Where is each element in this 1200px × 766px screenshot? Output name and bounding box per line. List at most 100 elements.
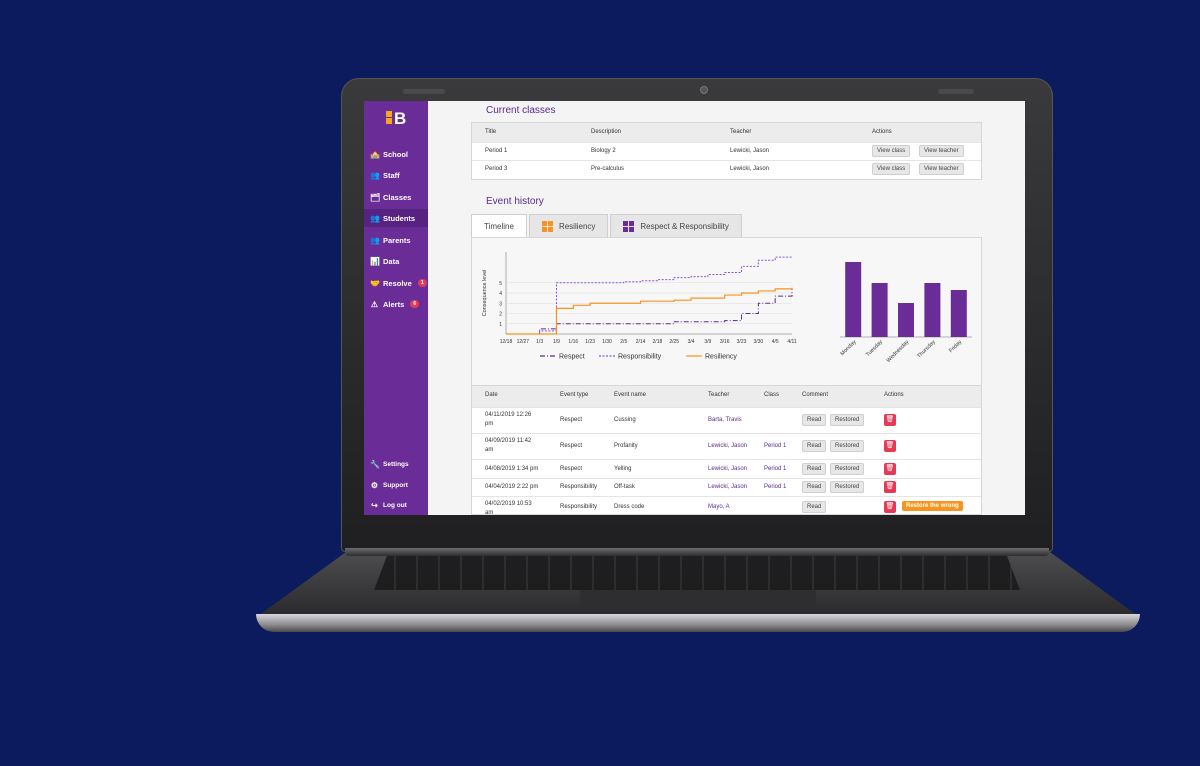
- sidebar-item-school[interactable]: 🏫 School: [364, 145, 428, 163]
- y-axis-label: Consequence level: [482, 270, 488, 317]
- keyboard: [374, 556, 1020, 590]
- col-description: Description: [591, 129, 622, 135]
- cell-name: Dress code: [614, 504, 645, 510]
- restore-button[interactable]: Restore the wrong: [902, 501, 963, 511]
- trackpad: [580, 590, 816, 610]
- cell-class[interactable]: Period 1: [764, 466, 787, 472]
- cell-teacher[interactable]: Barta, Travis: [708, 417, 742, 423]
- cell-date: 04/11/2019 12:26: [485, 412, 532, 418]
- legend-label: Responsibility: [618, 354, 662, 361]
- series-line-respect: [506, 287, 793, 335]
- sidebar-item-log-out[interactable]: ↪ Log out: [364, 496, 428, 514]
- x-tick-label: Friday: [948, 339, 963, 354]
- view-class-button[interactable]: View class: [872, 163, 911, 175]
- series-line-responsibility: [506, 256, 792, 335]
- bar-thursday: [924, 283, 941, 337]
- y-tick-label: 2: [499, 312, 502, 318]
- sidebar-item-staff[interactable]: 👥 Staff: [364, 166, 428, 184]
- restored-button[interactable]: Restored: [830, 481, 865, 493]
- sidebar-item-label: Data: [383, 256, 400, 266]
- bar-friday: [950, 290, 967, 337]
- delete-icon[interactable]: 🗑: [884, 501, 896, 513]
- sidebar-item-parents[interactable]: 👥 Parents: [364, 231, 428, 249]
- view-teacher-button[interactable]: View teacher: [919, 145, 964, 157]
- read-button[interactable]: Read: [802, 463, 827, 475]
- screen: B 🏫 School 👥 Staff 🗂 Classes 👥 Students 👥 Parents…: [364, 101, 1025, 515]
- x-tick-label: 12/27: [517, 339, 530, 345]
- wrench-icon: 🔧: [370, 459, 380, 469]
- sidebar-item-alerts[interactable]: ⚠ Alerts 6: [364, 295, 428, 313]
- tab-timeline[interactable]: Timeline: [471, 214, 527, 238]
- sidebar-item-classes[interactable]: 🗂 Classes: [364, 188, 428, 206]
- table-row: 04/11/2019 12:26 pm Respect Cussing Barta, T…: [472, 407, 981, 433]
- read-button[interactable]: Read: [802, 414, 827, 426]
- sidebar-item-label: Classes: [383, 192, 412, 202]
- sidebar-item-support[interactable]: ⚙ Support: [364, 476, 428, 494]
- support-icon: ⚙: [370, 480, 379, 490]
- bar-wednesday: [898, 303, 914, 337]
- weekday-bar-chart: Monday Tuesday Wednesday Thursday Friday: [840, 262, 972, 364]
- restored-button[interactable]: Restored: [830, 463, 865, 475]
- cell-teacher[interactable]: Lewicki, Jason: [708, 443, 748, 449]
- sidebar-item-settings[interactable]: 🔧 Settings: [364, 455, 428, 473]
- sidebar-item-label: Support: [383, 481, 408, 489]
- cell-type: Responsibility: [560, 504, 598, 510]
- delete-icon[interactable]: 🗑: [884, 463, 896, 475]
- sidebar-item-label: Students: [383, 213, 416, 223]
- x-tick-label: 3/23: [737, 339, 747, 345]
- cell-title: Period 1: [485, 148, 508, 154]
- current-classes-title: Current classes: [486, 105, 556, 116]
- x-tick-label: 1/9: [553, 339, 560, 345]
- cell-type: Respect: [560, 443, 583, 449]
- tab-respect-responsibility[interactable]: Respect & Responsibility: [610, 214, 742, 238]
- cell-name: Yelling: [614, 466, 632, 472]
- read-button[interactable]: Read: [802, 501, 827, 513]
- cell-date: 04/09/2019 11:42: [485, 438, 532, 444]
- sidebar-item-data[interactable]: 📊 Data: [364, 252, 428, 270]
- lid-accent: [403, 89, 445, 94]
- delete-icon[interactable]: 🗑: [884, 414, 896, 426]
- col-title: Title: [485, 129, 497, 135]
- main-content: Current classes Title Description Teache…: [428, 101, 1025, 515]
- x-tick-label: 2/14: [636, 339, 646, 345]
- sidebar-item-resolve[interactable]: 🤝 Resolve 1: [364, 274, 428, 292]
- read-button[interactable]: Read: [802, 481, 827, 493]
- lid-accent: [938, 89, 974, 94]
- x-tick-label: 3/4: [688, 339, 695, 345]
- x-tick-label: 2/5: [620, 339, 627, 345]
- x-tick-label: 3/30: [753, 339, 763, 345]
- view-teacher-button[interactable]: View teacher: [919, 163, 964, 175]
- table-row: Period 3 Pre-calculus Lewicki, Jason View c…: [472, 160, 981, 178]
- cell-teacher[interactable]: Lewicki, Jason: [708, 466, 748, 472]
- x-tick-label: 3/9: [704, 339, 711, 345]
- table-row: 04/08/2019 1:34 pm Respect Yelling Lewicki,…: [472, 459, 981, 478]
- read-button[interactable]: Read: [802, 440, 827, 452]
- col-class: Class: [764, 392, 780, 398]
- legend-label: Resiliency: [705, 354, 737, 361]
- table-row: 04/04/2019 2:22 pm Responsibility Off-task…: [472, 478, 981, 496]
- staff-icon: 👥: [370, 170, 380, 180]
- cell-teacher[interactable]: Lewicki, Jason: [708, 484, 748, 490]
- delete-icon[interactable]: 🗑: [884, 440, 896, 452]
- count-badge: 6: [410, 300, 420, 308]
- app-logo[interactable]: B: [386, 109, 408, 128]
- parents-icon: 👥: [370, 235, 380, 245]
- cell-title: Period 3: [485, 166, 508, 172]
- x-tick-label: 4/11: [787, 339, 797, 345]
- cell-date: 04/04/2019 2:22 pm: [485, 484, 539, 490]
- table-row: 04/02/2019 10:53 am Responsibility Dress co…: [472, 496, 981, 515]
- restored-button[interactable]: Restored: [830, 440, 865, 452]
- logo-letter: B: [394, 109, 407, 128]
- cell-class[interactable]: Period 1: [764, 443, 787, 449]
- cell-class[interactable]: Period 1: [764, 484, 787, 490]
- x-tick-label: Tuesday: [865, 339, 884, 358]
- view-class-button[interactable]: View class: [872, 145, 911, 157]
- delete-icon[interactable]: 🗑: [884, 481, 896, 493]
- school-icon: 🏫: [370, 149, 380, 159]
- sidebar-item-students[interactable]: 👥 Students: [364, 209, 428, 227]
- x-tick-label: 2/18: [653, 339, 663, 345]
- tab-resiliency[interactable]: Resiliency: [528, 214, 609, 238]
- cell-teacher[interactable]: Mayo, A: [708, 504, 730, 510]
- restored-button[interactable]: Restored: [830, 414, 865, 426]
- x-tick-label: 2/25: [669, 339, 679, 345]
